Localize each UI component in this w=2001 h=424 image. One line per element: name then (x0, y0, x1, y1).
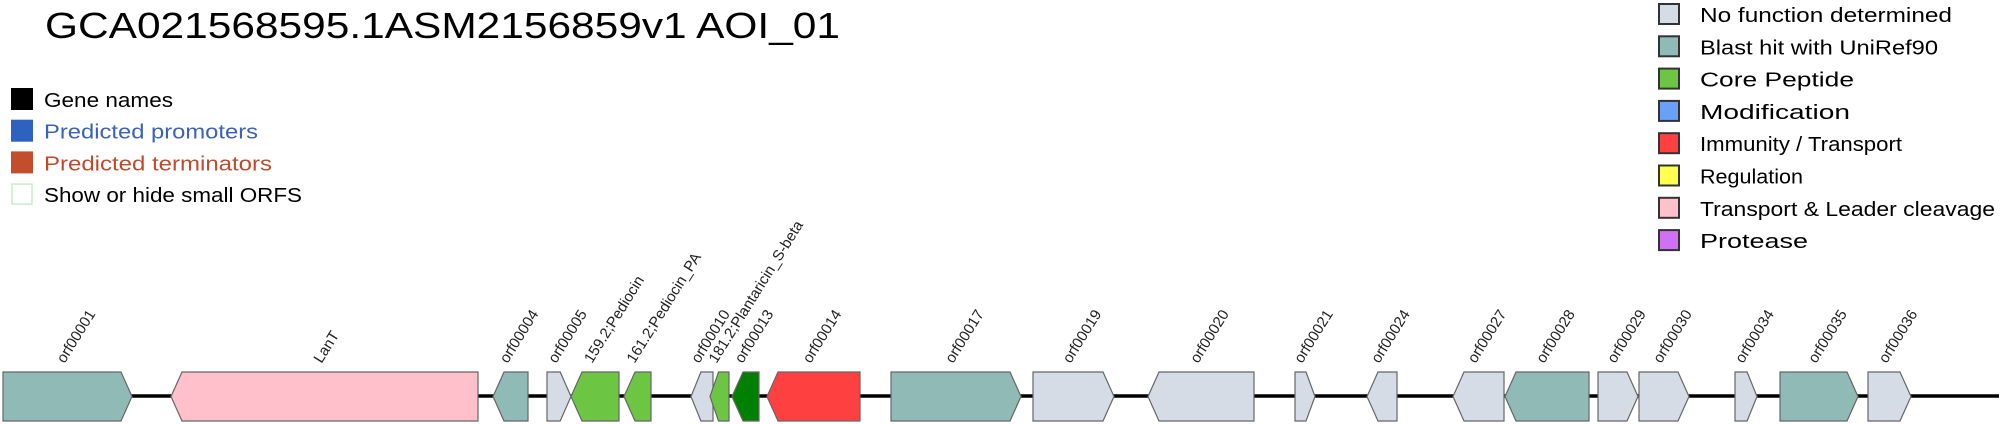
gene-arrow[interactable] (1032, 371, 1115, 422)
gene-arrow[interactable] (623, 371, 652, 422)
gene-arrow[interactable] (1734, 371, 1758, 422)
gene-arrow[interactable] (1147, 371, 1255, 422)
gene-label: LanT (310, 328, 343, 366)
gene-arrow[interactable] (570, 371, 620, 422)
legend-item-regulation: Regulation (1658, 164, 1803, 189)
gene-arrow[interactable] (170, 371, 479, 422)
toggle-label[interactable]: Predicted terminators (44, 153, 272, 175)
legend-item-blast: Blast hit with UniRef90 (1658, 35, 1938, 59)
legend-swatch (1658, 164, 1680, 187)
legend-item-immunity: Immunity / Transport (1658, 132, 1902, 156)
gene-orf00034[interactable]: orf00034 (1732, 307, 1778, 422)
gene-label: orf00020 (1187, 307, 1233, 366)
gene-arrow[interactable] (690, 371, 714, 422)
toggle-show-or-hide-small-orfs[interactable]: Show or hide small ORFS (11, 183, 302, 207)
legend-item-protease: Protease (1658, 229, 1808, 253)
gene-label: orf00028 (1533, 307, 1579, 366)
gene-orf00014[interactable]: orf00014 (766, 307, 861, 422)
gene-orf00020[interactable]: orf00020 (1147, 307, 1255, 422)
gene-orf00028[interactable]: orf00028 (1504, 307, 1590, 422)
gene-orf00021[interactable]: orf00021 (1291, 307, 1337, 422)
gene-arrow[interactable] (492, 371, 529, 422)
gene-arrow[interactable] (546, 371, 572, 422)
gene-orf00030[interactable]: orf00030 (1638, 307, 1696, 422)
legend-swatch (1658, 229, 1680, 252)
legend-label: Modification (1700, 102, 1850, 124)
legend-item-transport: Transport & Leader cleavage (1658, 196, 1995, 221)
gene-orf00004[interactable]: orf00004 (492, 307, 542, 422)
gene-arrow[interactable] (1452, 371, 1505, 422)
toggle-label[interactable]: Gene names (44, 90, 173, 112)
gene-label: orf00036 (1875, 307, 1921, 366)
toggle-swatch[interactable] (11, 183, 33, 205)
toggle-predicted-promoters[interactable]: Predicted promoters (11, 119, 258, 144)
gene-label: orf00035 (1805, 307, 1851, 366)
page-title: GCA021568595.1ASM2156859v1 AOI_01 (45, 5, 840, 46)
gene-label: orf00034 (1732, 307, 1778, 366)
legend-label: No function determined (1700, 5, 1952, 27)
legend-label: Regulation (1700, 167, 1803, 189)
toggle-swatch[interactable] (11, 119, 33, 142)
legend-label: Blast hit with UniRef90 (1700, 37, 1938, 59)
gene-arrow[interactable] (731, 371, 760, 422)
toggle-swatch[interactable] (11, 88, 33, 110)
gene-arrow[interactable] (1779, 371, 1859, 422)
gene-label: orf00029 (1604, 307, 1650, 366)
gene-arrow[interactable] (1504, 371, 1590, 422)
gene-arrow[interactable] (1294, 371, 1316, 422)
gene-label: orf00019 (1059, 307, 1105, 366)
gene-arrow[interactable] (890, 371, 1022, 422)
legend-swatch (1658, 132, 1680, 155)
gene-label: orf00017 (942, 307, 988, 366)
gene-orf00019[interactable]: orf00019 (1032, 307, 1115, 422)
gene-orf00027[interactable]: orf00027 (1452, 307, 1510, 422)
legend-item-core: Core Peptide (1658, 67, 1854, 92)
gene-track: orf00001 LanT orf00004 orf00005159.2;Pedioc… (2, 217, 1921, 422)
legend-swatch (1658, 3, 1680, 25)
toggle-label[interactable]: Show or hide small ORFS (44, 185, 302, 207)
legend-label: Protease (1700, 231, 1808, 253)
gene-label: orf00001 (53, 307, 99, 366)
legend-swatch (1658, 35, 1680, 58)
legend-item-none: No function determined (1658, 3, 1952, 27)
legend-label: Core Peptide (1700, 70, 1854, 92)
gene-arrow[interactable] (1366, 371, 1398, 422)
gene-label: orf00014 (799, 307, 845, 366)
toggle-predicted-terminators[interactable]: Predicted terminators (11, 151, 272, 175)
legend-swatch (1658, 196, 1680, 219)
gene-arrow[interactable] (1867, 371, 1912, 422)
legend-item-modification: Modification (1658, 99, 1850, 124)
toggle-swatch[interactable] (11, 151, 33, 174)
gene-orf00035[interactable]: orf00035 (1779, 307, 1859, 422)
function-legend: No function determined Blast hit with Uni… (1658, 3, 1995, 253)
legend-swatch (1658, 99, 1680, 122)
legend-label: Immunity / Transport (1700, 134, 1902, 156)
gene-arrow[interactable] (1597, 371, 1639, 422)
gene-arrow[interactable] (709, 371, 730, 422)
gene-arrow[interactable] (2, 371, 133, 422)
gene-label: orf00027 (1464, 307, 1510, 366)
gene-label: orf00024 (1368, 307, 1414, 366)
gene-orf00024[interactable]: orf00024 (1366, 307, 1414, 422)
gene-orf00036[interactable]: orf00036 (1867, 307, 1921, 422)
gene-label: orf00030 (1650, 307, 1696, 366)
toggle-label[interactable]: Predicted promoters (44, 122, 258, 144)
gene-LanT[interactable]: LanT (170, 328, 479, 422)
gene-label: orf00021 (1291, 307, 1337, 366)
toggle-gene-names[interactable]: Gene names (11, 88, 173, 112)
gene-orf00017[interactable]: orf00017 (890, 307, 1022, 422)
gene-orf00001[interactable]: orf00001 (2, 307, 133, 422)
gene-arrow[interactable] (1638, 371, 1690, 422)
display-toggles: Gene names Predicted promoters Predicted t… (11, 88, 302, 207)
legend-label: Transport & Leader cleavage (1700, 199, 1995, 221)
legend-swatch (1658, 67, 1680, 90)
gene-arrow[interactable] (766, 371, 861, 422)
gene-label: orf00004 (496, 307, 542, 366)
